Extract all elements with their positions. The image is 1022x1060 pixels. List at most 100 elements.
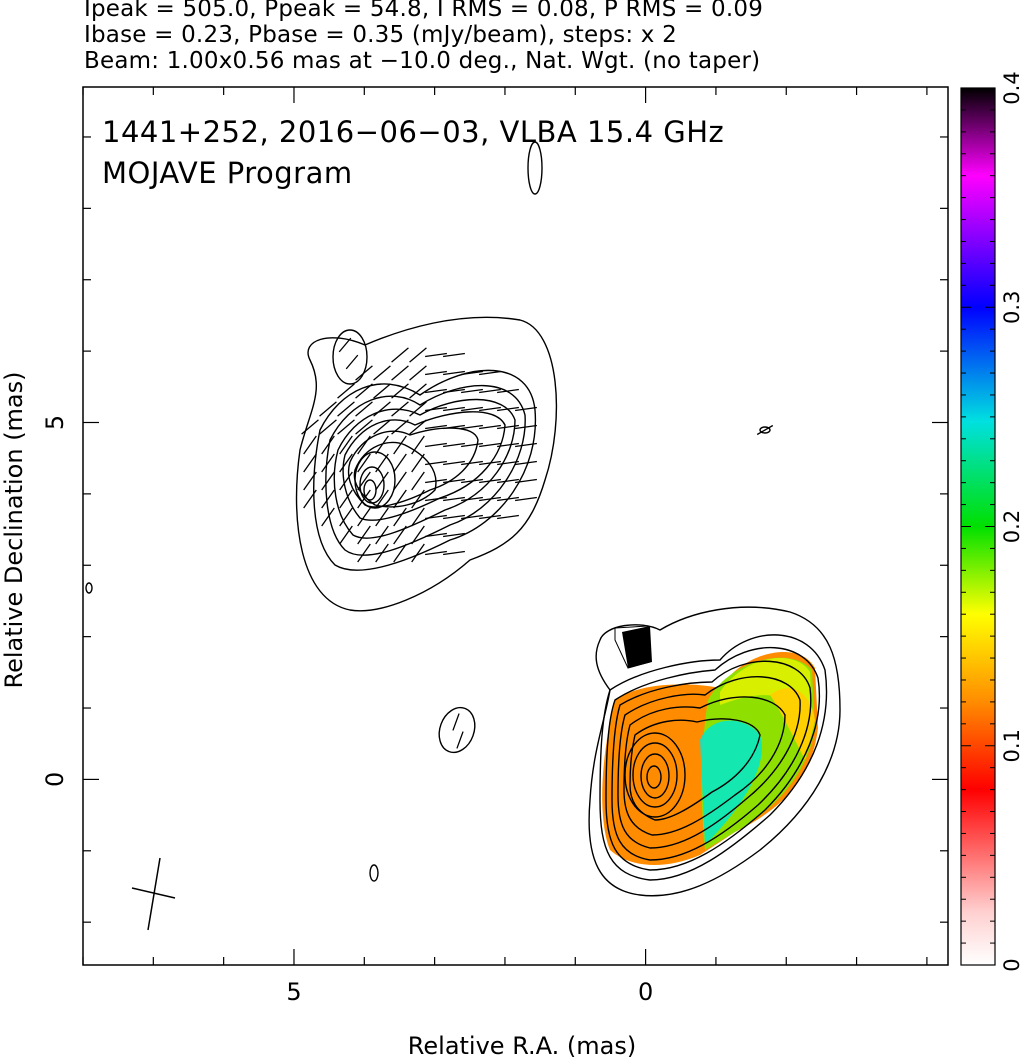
polarization-vector [515,460,537,466]
polarization-vector [319,401,337,417]
polarization-vector [391,401,409,417]
polarization-vector [443,370,465,376]
polarization-vector [443,388,465,394]
polarization-vector [411,489,425,509]
polarization-vectors [301,337,774,749]
axis-ticks [82,87,948,965]
polarization-vector [411,471,425,491]
polarization-vector [321,453,335,473]
polarization-vector [443,532,465,538]
polarization-vector [443,442,465,448]
polarization-vector [497,424,519,430]
x-axis-label: Relative R.A. (mas) [408,1032,636,1060]
polarization-vector [425,388,447,394]
header-line-3: Beam: 1.00x0.56 mas at −10.0 deg., Nat. … [84,48,761,74]
polarization-vector [461,478,483,484]
colorbar-tick-label: 0.3 [1000,291,1022,324]
polarization-vector [357,435,371,455]
polarization-vector [337,419,355,435]
polarization-vector [515,406,537,412]
polarization-vector [339,453,353,473]
polarization-vector [411,453,425,473]
polarization-vector [337,401,355,417]
polarization-vector [303,471,317,491]
polarization-vector [373,365,391,381]
polarization-vector [425,460,447,466]
polarization-fill [602,626,818,866]
polarization-vector [375,507,389,527]
polarization-vector [425,352,447,358]
polarization-vector [303,489,317,509]
polarization-vector [321,489,335,509]
y-tick-labels: 50 [41,415,69,787]
polarization-vector [411,507,425,527]
polarization-vector [443,496,465,502]
polarization-vector [393,543,407,563]
polarization-vector [319,419,337,435]
polarization-vector [443,352,465,358]
polarization-vector [357,543,371,563]
polarization-vector [443,478,465,484]
polarization-vector [461,370,483,376]
polarization-vector [321,507,335,527]
polarization-vector [425,442,447,448]
polarization-vector [357,507,371,527]
polarization-vector [497,514,519,520]
polarization-vector [303,435,317,455]
colorbar-ticks [961,87,995,966]
polarization-vector [497,442,519,448]
polarization-vector [479,478,501,484]
polarization-vector [461,496,483,502]
polarization-vector [373,383,391,399]
polarization-vector [373,419,391,435]
colorbar-tick-label: 0.2 [1000,510,1022,543]
polarization-vector [425,514,447,520]
polarization-vector [355,383,373,399]
polarization-vector [461,406,483,412]
polarization-vector [391,365,409,381]
polarization-vector [375,525,389,545]
polarization-vector [355,365,373,381]
polarization-vector [479,370,501,376]
polarization-vector [338,337,352,353]
polarization-vector [357,489,371,509]
y-axis-label: Relative Declination (mas) [0,371,28,688]
polarization-vector [497,496,519,502]
polarization-vector [393,453,407,473]
polarization-vector [479,442,501,448]
polarization-vector [391,419,409,435]
beam-marker [131,857,176,931]
polarization-vector [337,383,355,399]
polarization-vector [355,401,373,417]
polarization-vector [409,383,427,399]
polarization-vector [443,424,465,430]
polarization-vector [357,525,371,545]
polarization-vector [443,514,465,520]
polarization-vector [375,543,389,563]
colorbar-tick-label: 0.4 [1000,71,1022,104]
polarization-vector [355,419,373,435]
plot-frame [82,86,949,966]
polarization-vector [497,478,519,484]
polarization-vector [393,471,407,491]
x-tick-label: 5 [286,978,301,1006]
polarization-vector [391,347,409,363]
polarization-vector [515,496,537,502]
polarization-vector [411,525,425,545]
polarization-vector [479,388,501,394]
polarization-vector [425,532,447,538]
contour-lines [85,141,841,897]
y-tick-label: 0 [41,772,69,787]
polarization-vector [479,514,501,520]
chart-title: 1441+252, 2016−06−03, VLBA 15.4 GHz [102,115,724,149]
polarization-vector [443,406,465,412]
polarization-vector [375,471,389,491]
polarization-vector [515,478,537,484]
polarization-vector [411,435,425,455]
polarization-vector [409,401,427,417]
polarization-vector [375,435,389,455]
polarization-vector [339,489,353,509]
polarization-vector [479,496,501,502]
polarization-vector [452,713,460,731]
